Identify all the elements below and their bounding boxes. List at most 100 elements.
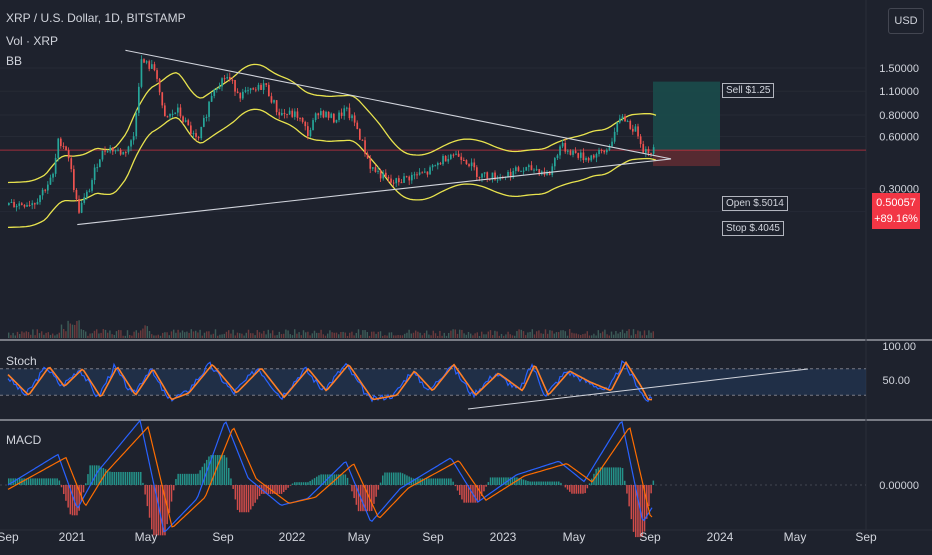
volume-bar	[369, 336, 370, 338]
volume-bar	[389, 333, 390, 338]
stop-loss-label: Stop $.4045	[722, 221, 784, 236]
candle-body	[416, 174, 418, 175]
volume-bar	[538, 330, 539, 338]
macd-histogram-bar	[650, 485, 652, 493]
macd-histogram-bar	[235, 485, 237, 499]
volume-bar	[510, 334, 511, 338]
volume-bar	[386, 336, 387, 338]
macd-histogram-bar	[560, 483, 562, 485]
candle-body	[632, 129, 634, 132]
currency-button[interactable]: USD	[888, 8, 924, 34]
volume-bar	[393, 335, 394, 338]
candle-body	[401, 182, 403, 183]
volume-bar	[353, 335, 354, 338]
volume-bar	[380, 331, 381, 338]
candle-body	[26, 205, 28, 207]
candle-body	[125, 152, 127, 153]
macd-histogram-bar	[441, 478, 443, 485]
price-axis-label: 0.80000	[879, 110, 919, 122]
macd-histogram-bar	[545, 482, 547, 485]
candle-body	[606, 150, 608, 152]
volume-bar	[525, 335, 526, 338]
macd-histogram-bar	[63, 485, 65, 494]
candle-body	[390, 179, 392, 183]
macd-histogram-bar	[452, 482, 454, 485]
volume-bar	[125, 336, 126, 338]
macd-histogram-bar	[584, 485, 586, 493]
candle-body	[224, 78, 226, 79]
volume-bar	[382, 336, 383, 338]
macd-histogram-bar	[188, 474, 190, 485]
volume-bar	[320, 330, 321, 338]
volume-bar	[160, 336, 161, 338]
macd-histogram-bar	[578, 485, 580, 494]
macd-histogram-bar	[248, 485, 250, 512]
volume-bar	[50, 335, 51, 338]
volume-bar	[87, 336, 88, 338]
macd-histogram-bar	[496, 477, 498, 485]
macd-histogram-bar	[283, 485, 285, 492]
candle-body	[297, 111, 299, 117]
candle-body	[596, 154, 598, 158]
candle-body	[135, 113, 137, 136]
candle-body	[640, 136, 642, 144]
candle-body	[375, 167, 377, 172]
candle-body	[601, 150, 603, 151]
macd-histogram-bar	[246, 485, 248, 512]
volume-bar	[483, 334, 484, 338]
candle-body	[169, 114, 171, 117]
volume-bar	[85, 332, 86, 338]
candle-body	[60, 139, 62, 146]
volume-bar	[217, 336, 218, 338]
macd-histogram-bar	[41, 478, 43, 485]
volume-bar	[430, 335, 431, 338]
macd-histogram-bar	[56, 478, 58, 485]
macd-histogram-bar	[551, 482, 553, 485]
candle-body	[193, 133, 195, 134]
volume-bar	[543, 334, 544, 338]
macd-histogram-bar	[389, 472, 391, 485]
volume-bar	[441, 336, 442, 338]
macd-histogram-bar	[94, 465, 96, 485]
macd-histogram-bar	[437, 478, 439, 485]
candle-body	[89, 191, 91, 192]
candle-body	[427, 172, 429, 175]
candle-body	[268, 85, 270, 96]
volume-bar	[646, 335, 647, 338]
volume-bar	[186, 332, 187, 338]
volume-bar	[298, 332, 299, 338]
volume-bar	[96, 329, 97, 338]
macd-histogram-bar	[402, 473, 404, 485]
candle-body	[393, 183, 395, 184]
volume-bar	[180, 333, 181, 338]
macd-histogram-bar	[428, 478, 430, 485]
macd-histogram-bar	[221, 455, 223, 485]
volume-bar	[114, 335, 115, 338]
volume-bar	[210, 335, 211, 338]
volume-bar	[400, 335, 401, 338]
volume-bar	[17, 332, 18, 338]
volume-bar	[527, 332, 528, 338]
volume-bar	[63, 329, 64, 338]
candle-body	[315, 113, 317, 120]
candle-body	[580, 152, 582, 157]
volume-bar	[138, 333, 139, 338]
candle-body	[473, 163, 475, 168]
volume-bar	[263, 331, 264, 338]
volume-bar	[21, 331, 22, 338]
volume-bar	[37, 329, 38, 338]
volume-bar	[98, 333, 99, 338]
macd-histogram-bar	[228, 468, 230, 485]
macd-histogram-bar	[490, 477, 492, 485]
candle-body	[73, 169, 75, 190]
macd-histogram-bar	[204, 463, 206, 485]
candle-body	[619, 119, 621, 123]
macd-histogram-bar	[279, 485, 281, 494]
volume-bar	[39, 333, 40, 338]
volume-bar	[28, 332, 29, 338]
macd-axis-label: 0.00000	[879, 480, 919, 492]
volume-bar	[228, 330, 229, 338]
candle-body	[447, 159, 449, 162]
candle-body	[463, 160, 465, 161]
